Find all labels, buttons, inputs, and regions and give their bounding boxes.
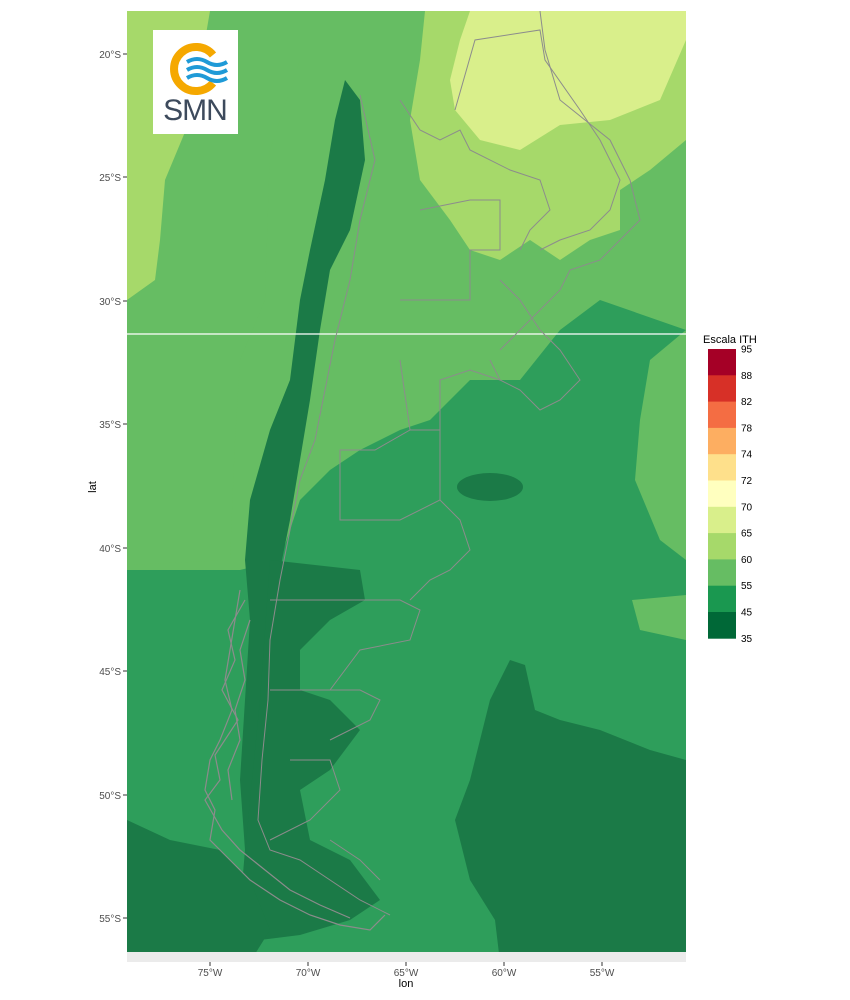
smn-logo: SMN [153, 30, 238, 134]
zone-southwest-35-45 [127, 820, 270, 962]
zone-southeast-35-45 [455, 660, 686, 962]
logo-ring-icon [170, 43, 217, 95]
legend-label: 78 [741, 423, 753, 434]
y-tick-label: 55°S [99, 914, 121, 925]
legend-swatch [708, 401, 736, 429]
logo-wave-icon [185, 73, 229, 83]
border-ba-coast [409, 499, 471, 601]
y-tick-label: 25°S [99, 173, 121, 184]
x-tick-label: 65°W [394, 968, 419, 979]
logo-wave-icon [185, 65, 229, 75]
legend-swatch [708, 506, 736, 534]
legend-label: 70 [741, 502, 753, 513]
y-tick-label: 20°S [99, 50, 121, 61]
legend-swatch [708, 480, 736, 508]
y-tick-label: 45°S [99, 667, 121, 678]
y-tick-label: 30°S [99, 297, 121, 308]
legend-label: 88 [741, 371, 753, 382]
x-axis-title: lon [399, 978, 414, 990]
y-tick-label: 40°S [99, 544, 121, 555]
border-chile-argentina [257, 94, 391, 916]
legend-label: 65 [741, 529, 753, 540]
border-bolivia-argentina [399, 99, 551, 251]
legend-swatch [708, 454, 736, 481]
map-panel [127, 11, 686, 962]
y-tick-label: 50°S [99, 791, 121, 802]
legend-swatch [708, 349, 736, 376]
border-brazil [499, 11, 641, 351]
border-provinces-3 [270, 599, 421, 741]
logo-text: SMN [163, 94, 227, 127]
zone-patagonia-35-45 [240, 560, 380, 940]
legend-label: 60 [741, 555, 753, 566]
zone-se-55-60 [632, 595, 686, 640]
border-provinces-1 [399, 199, 501, 431]
x-tick-label: 60°W [492, 968, 517, 979]
panel-bottom-strip [127, 952, 686, 962]
fjord-coastline [204, 589, 386, 931]
legend-label: 45 [741, 608, 753, 619]
legend-labels: 95 88 82 78 74 72 70 65 60 55 45 35 [741, 345, 753, 645]
border-uruguay [489, 279, 581, 411]
legend-swatch [708, 375, 736, 402]
legend-title: Escala ITH [703, 334, 757, 346]
legend-label: 82 [741, 397, 753, 408]
legend-label: 95 [741, 345, 753, 356]
zone-cold-patch [457, 473, 523, 501]
x-tick-label: 75°W [198, 968, 223, 979]
legend-swatches [708, 349, 736, 639]
legend-swatch [708, 559, 736, 587]
legend-label: 35 [741, 634, 753, 645]
y-tick-label: 35°S [99, 420, 121, 431]
legend-label: 55 [741, 581, 753, 592]
x-tick-label: 55°W [590, 968, 615, 979]
y-axis [123, 53, 127, 919]
legend-swatch [708, 612, 736, 639]
zone-ne-65-70 [450, 11, 686, 150]
y-axis-title: lat [87, 481, 99, 493]
legend-label: 74 [741, 450, 753, 461]
border-paraguay [454, 29, 621, 251]
political-borders [257, 11, 641, 916]
border-provinces-4 [269, 759, 381, 881]
legend-swatch [708, 427, 736, 455]
x-axis [209, 962, 603, 966]
x-tick-label: 70°W [296, 968, 321, 979]
border-provinces-2 [339, 429, 441, 521]
zone-atlantic-55-60 [635, 330, 686, 560]
logo-wave-icon [185, 57, 229, 67]
legend-label: 72 [741, 476, 753, 487]
legend: Escala ITH 95 88 82 78 74 72 70 65 60 55 45 35 [703, 334, 757, 645]
legend-swatch [708, 585, 736, 613]
legend-swatch [708, 533, 736, 560]
